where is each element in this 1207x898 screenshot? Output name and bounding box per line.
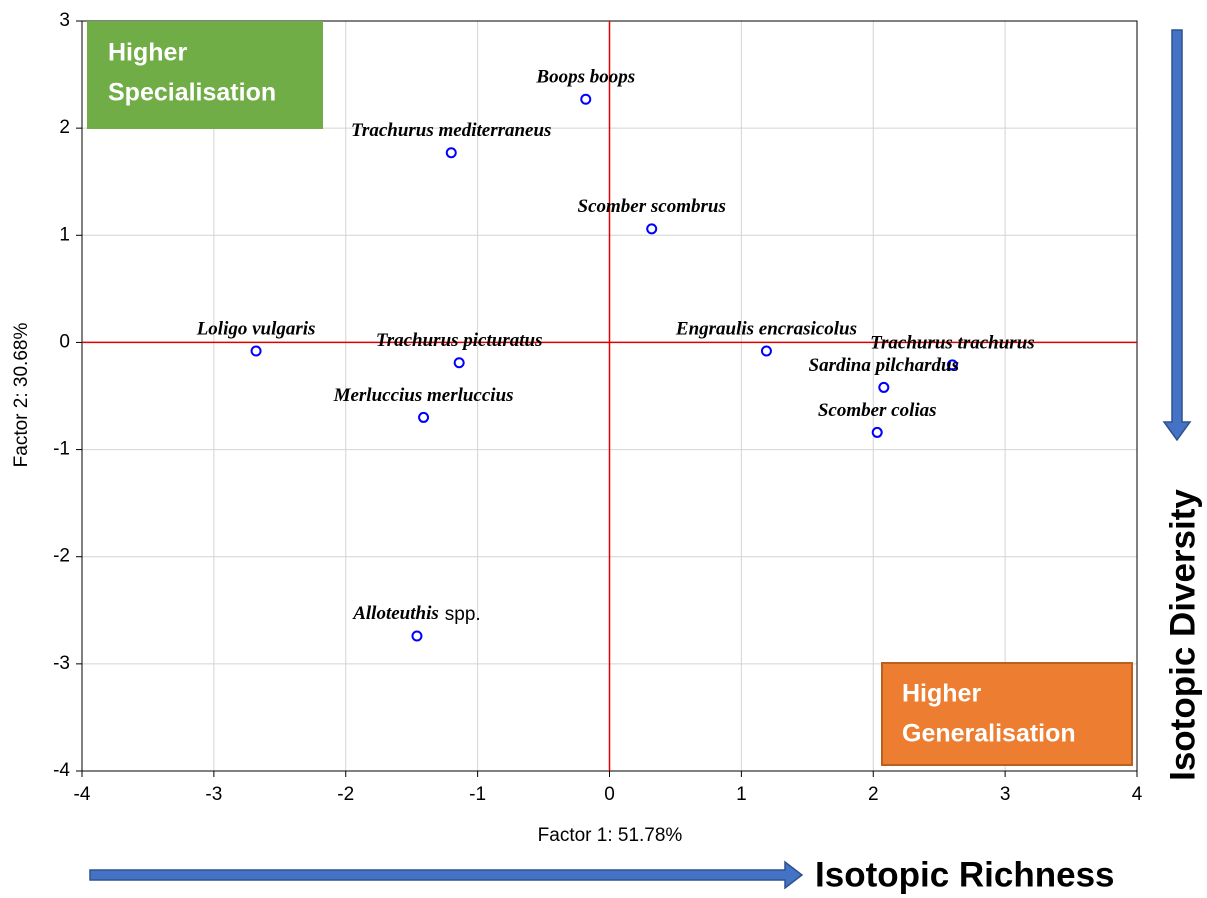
annotation-text: Higher	[902, 680, 981, 708]
y-tick-label: 1	[59, 224, 70, 245]
annotation-text: Generalisation	[902, 720, 1076, 748]
label-italic: Alloteuthis	[352, 603, 439, 624]
x-tick-label: 4	[1132, 784, 1143, 805]
y-tick-label: -3	[53, 653, 70, 674]
point	[418, 411, 430, 423]
point-label: Scomber colias	[818, 400, 937, 421]
point	[946, 359, 958, 371]
point-label: Boops boops	[535, 67, 635, 88]
point	[411, 630, 423, 642]
x-tick-label: 2	[868, 784, 879, 805]
point	[878, 381, 890, 393]
annotation-box	[881, 662, 1133, 766]
y-tick-label: 0	[59, 331, 70, 352]
x-tick-label: 3	[1000, 784, 1011, 805]
x-tick-label: -2	[337, 784, 354, 805]
point-label: Trachurus trachurus	[870, 332, 1035, 353]
x-tick-label: -4	[74, 784, 91, 805]
point-label: Engraulis encrasicolus	[675, 318, 857, 339]
y-tick-label: -1	[53, 439, 70, 460]
point	[760, 345, 772, 357]
point-label: Trachurus picturatus	[376, 330, 543, 351]
annotation-box	[87, 21, 323, 129]
point-label: Loligo vulgaris	[196, 318, 316, 339]
annotation-text: Specialisation	[108, 79, 276, 107]
point-label: Trachurus mediterraneus	[351, 120, 551, 141]
point-label: Merluccius merluccius	[333, 385, 514, 406]
point	[871, 426, 883, 438]
x-tick-label: 0	[604, 784, 615, 805]
x-axis-title: Factor 1: 51.78%	[538, 825, 683, 846]
y-axis-title: Factor 2: 30.68%	[11, 323, 32, 468]
point	[646, 223, 658, 235]
y-tick-label: -2	[53, 546, 70, 567]
point-label: Sardina pilchardus	[809, 355, 959, 376]
arrow	[89, 860, 804, 890]
y-arrow-label: Isotopic Diversity	[1163, 489, 1202, 781]
point-label: Scomber scombrus	[578, 196, 726, 217]
point	[445, 147, 457, 159]
y-tick-label: -4	[53, 760, 70, 781]
y-tick-label: 2	[59, 117, 70, 138]
point	[250, 345, 262, 357]
x-tick-label: 1	[736, 784, 747, 805]
annotation-text: Higher	[108, 39, 187, 67]
label-plain: spp.	[445, 604, 481, 625]
x-arrow-label: Isotopic Richness	[815, 855, 1115, 894]
y-tick-label: 3	[59, 10, 70, 31]
point	[580, 93, 592, 105]
x-tick-label: -1	[469, 784, 486, 805]
x-tick-label: -3	[205, 784, 222, 805]
point	[453, 357, 465, 369]
point-label: Alloteuthis spp.	[352, 603, 480, 625]
arrow	[1162, 29, 1192, 442]
